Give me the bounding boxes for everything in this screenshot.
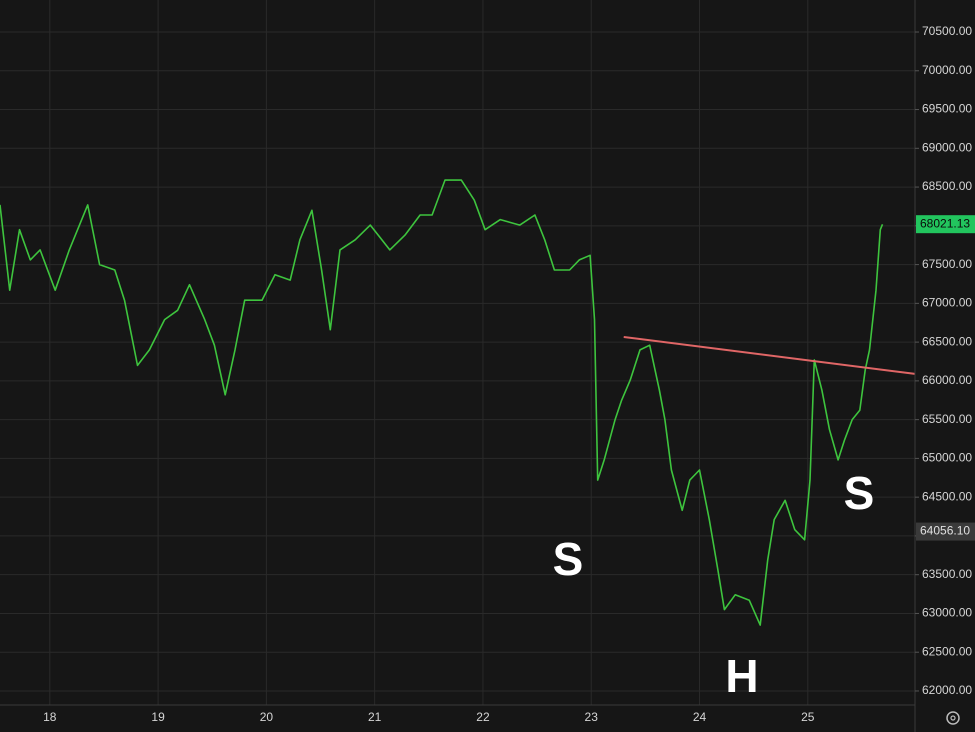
y-tick-label: 65500.00 bbox=[922, 412, 972, 426]
price-line bbox=[0, 179, 884, 626]
x-tick-label: 21 bbox=[368, 710, 382, 724]
y-tick-label: 67000.00 bbox=[922, 296, 972, 310]
y-tick-label: 68500.00 bbox=[922, 179, 972, 193]
x-tick-label: 23 bbox=[585, 710, 599, 724]
x-tick-label: 24 bbox=[693, 710, 707, 724]
y-tick-label: 69500.00 bbox=[922, 102, 972, 116]
x-tick-label: 25 bbox=[801, 710, 815, 724]
settings-center[interactable] bbox=[950, 715, 956, 721]
price-marker bbox=[916, 215, 975, 234]
x-tick-label: 18 bbox=[43, 710, 57, 724]
annotation: S bbox=[553, 533, 584, 585]
y-tick-label: 63000.00 bbox=[922, 606, 972, 620]
annotation: S bbox=[844, 467, 875, 519]
y-tick-label: 70000.00 bbox=[922, 63, 972, 77]
y-tick-label: 66500.00 bbox=[922, 334, 972, 348]
y-tick-label: 69000.00 bbox=[922, 140, 972, 154]
y-tick-label: 66000.00 bbox=[922, 373, 972, 387]
plot bbox=[0, 179, 916, 626]
settings-gear[interactable] bbox=[946, 711, 960, 725]
settings-icon[interactable] bbox=[946, 711, 960, 725]
y-tick-label: 62000.00 bbox=[922, 683, 972, 697]
y-tick-label: 62500.00 bbox=[922, 644, 972, 658]
x-tick-label: 22 bbox=[476, 710, 490, 724]
trendline bbox=[623, 336, 916, 375]
price-marker bbox=[916, 522, 975, 541]
grid bbox=[0, 0, 915, 705]
y-tick-label: 64500.00 bbox=[922, 489, 972, 503]
y-tick-label: 67500.00 bbox=[922, 257, 972, 271]
annotation: H bbox=[725, 650, 758, 702]
price-marker-label: 68021.13 bbox=[920, 216, 970, 230]
y-tick-label: 63500.00 bbox=[922, 567, 972, 581]
price-marker-label: 64056.10 bbox=[920, 524, 970, 538]
x-tick-label: 19 bbox=[151, 710, 165, 724]
y-tick-label: 65000.00 bbox=[922, 451, 972, 465]
x-tick-label: 20 bbox=[260, 710, 274, 724]
y-tick-label: 70500.00 bbox=[922, 24, 972, 38]
